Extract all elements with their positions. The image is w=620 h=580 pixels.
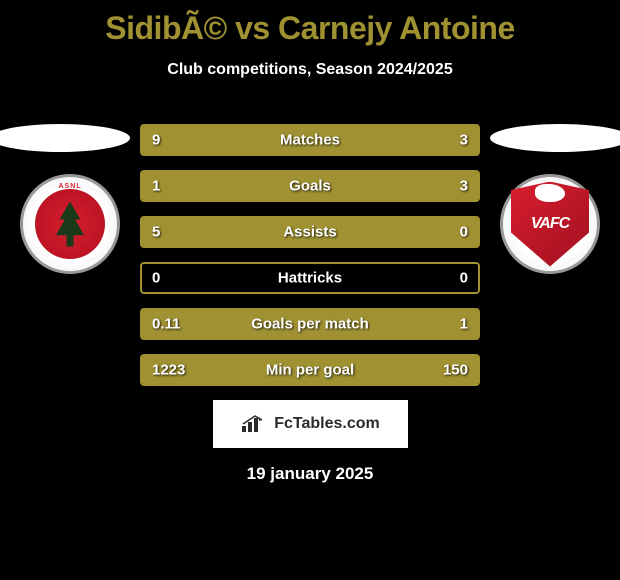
badge-left-icon: [35, 189, 105, 259]
bar-right: [226, 172, 478, 200]
attribution-text: FcTables.com: [274, 415, 380, 433]
stat-value-left: 0.11: [152, 316, 180, 333]
stat-row: 5 Assists 0: [140, 216, 480, 248]
stat-value-right: 0: [460, 224, 468, 241]
stat-label: Goals: [289, 178, 331, 195]
stat-value-right: 150: [443, 362, 468, 379]
stats-area: 9 Matches 3 1 Goals 3 5 Assists 0 0 Hattricks 0 0.11…: [140, 124, 480, 386]
team-badge-left: ASNL: [20, 174, 120, 274]
stat-value-right: 0: [460, 270, 468, 287]
date-label: 19 january 2025: [0, 464, 620, 484]
stat-label: Hattricks: [278, 270, 342, 287]
stat-row: 1 Goals 3: [140, 170, 480, 202]
ellipse-right-decoration: [490, 124, 620, 152]
stat-row: 1223 Min per goal 150: [140, 354, 480, 386]
stat-label: Matches: [280, 132, 340, 149]
main-container: ASNL VAFC 9 Matches 3 1 Goals 3 5 Assists 0 0 Hatt…: [0, 124, 620, 386]
stat-value-left: 1: [152, 178, 160, 195]
stat-value-right: 3: [460, 132, 468, 149]
swan-icon: [535, 184, 565, 202]
chart-icon: [240, 414, 268, 434]
stat-label: Goals per match: [251, 316, 369, 333]
stat-value-left: 9: [152, 132, 160, 149]
attribution-box: FcTables.com: [213, 400, 408, 448]
ellipse-left-decoration: [0, 124, 130, 152]
bar-left: [142, 126, 394, 154]
stat-value-left: 0: [152, 270, 160, 287]
stat-value-left: 1223: [152, 362, 185, 379]
comparison-subtitle: Club competitions, Season 2024/2025: [0, 61, 620, 79]
team-badge-right: VAFC: [500, 174, 600, 274]
stat-row: 0.11 Goals per match 1: [140, 308, 480, 340]
comparison-title: SidibÃ© vs Carnejy Antoine: [0, 0, 620, 47]
stat-row: 9 Matches 3: [140, 124, 480, 156]
stat-row: 0 Hattricks 0: [140, 262, 480, 294]
stat-label: Assists: [283, 224, 336, 241]
stat-label: Min per goal: [266, 362, 354, 379]
tree-icon: [53, 202, 88, 247]
stat-value-right: 1: [460, 316, 468, 333]
badge-right-label: VAFC: [531, 215, 569, 233]
badge-right-icon: VAFC: [511, 182, 589, 267]
stat-value-right: 3: [460, 178, 468, 195]
stat-value-left: 5: [152, 224, 160, 241]
